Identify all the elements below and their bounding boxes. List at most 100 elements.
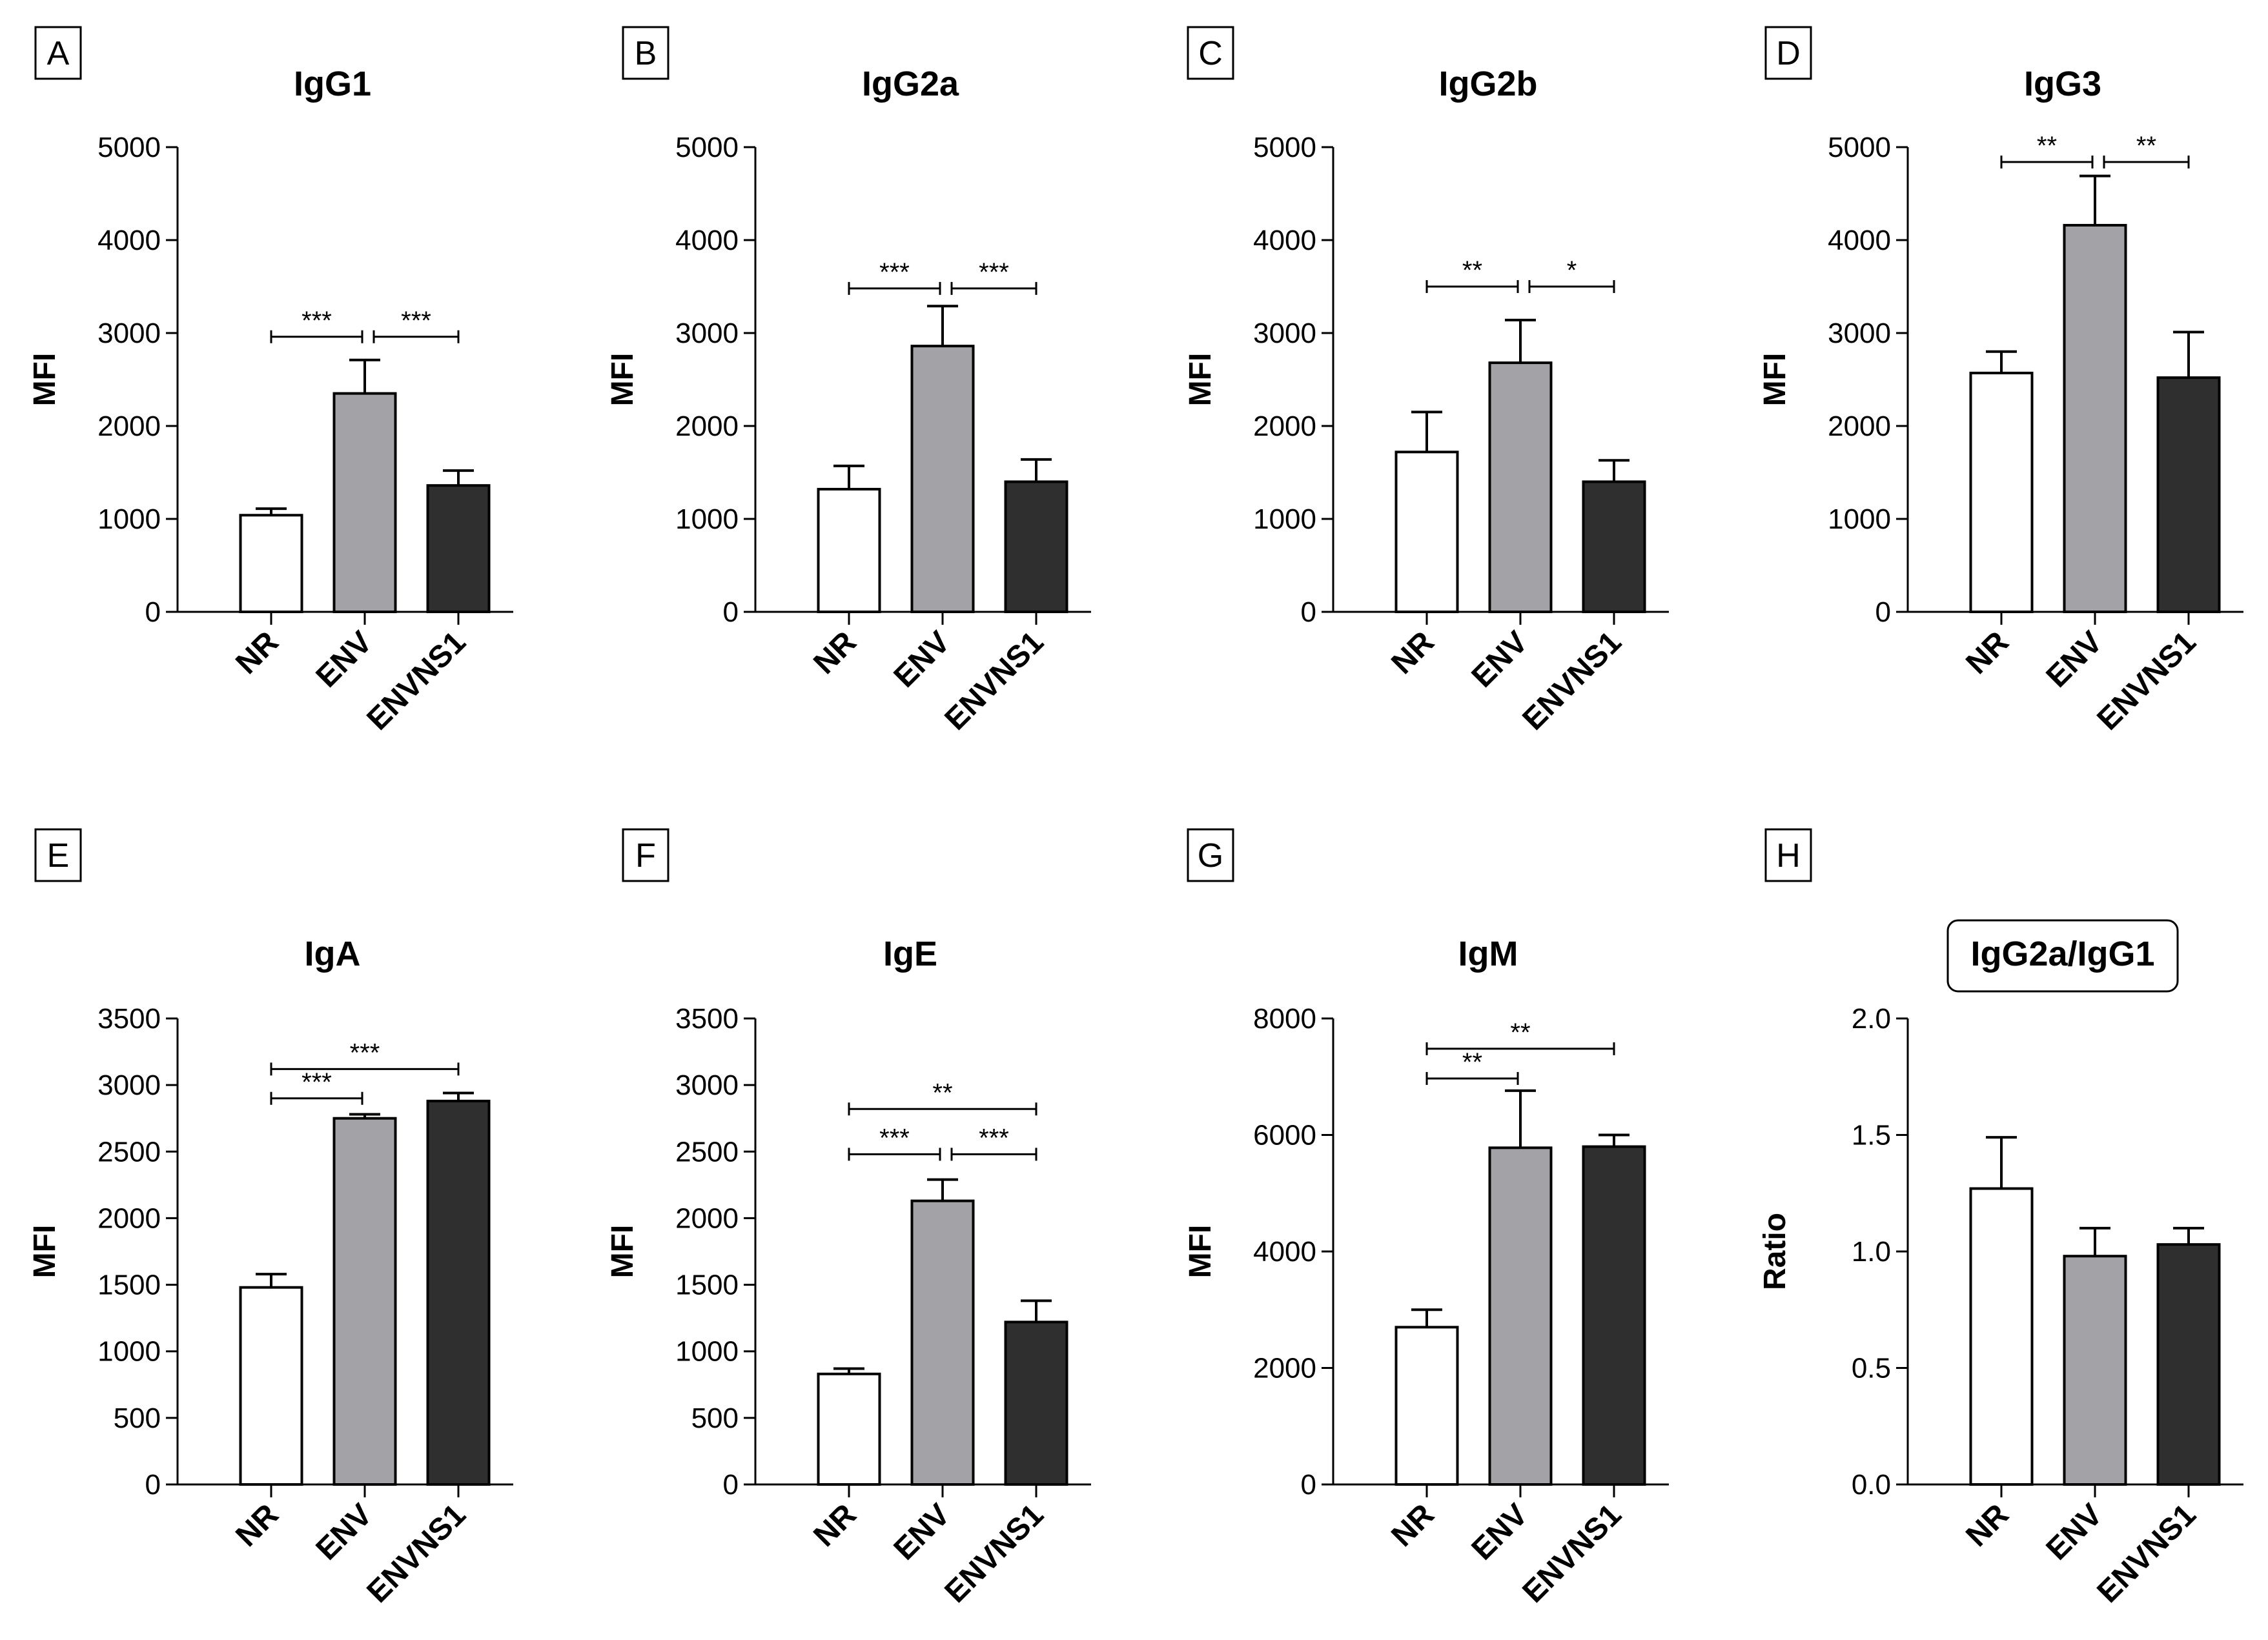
y-tick-label: 1000 [675, 1336, 739, 1368]
bar-nr [1395, 1326, 1459, 1486]
x-tick-label: NR [1959, 625, 2015, 680]
chart-title: IgG2b [1438, 65, 1537, 103]
y-tick-label: 0 [723, 1469, 739, 1501]
x-tick-label: ENV [1466, 1497, 1535, 1566]
y-tick-label: 3500 [97, 1003, 161, 1035]
y-tick-label: 500 [691, 1402, 739, 1434]
bar-envns1 [1004, 480, 1068, 614]
y-tick-label: 8000 [1253, 1003, 1316, 1035]
x-tick-label: ENV [888, 1497, 957, 1566]
y-tick-label: 2000 [1253, 1353, 1316, 1384]
x-tick-label: NR [1385, 1497, 1440, 1553]
x-tick-label: NR [229, 1497, 285, 1553]
panel-D: D IgG3 0 1000 2000 3000 4000 5000 MFI NR ENVENVNS1… [1758, 26, 2243, 737]
chart-title: IgG2a [862, 65, 959, 103]
x-tick-label: ENVNS1 [2090, 1497, 2202, 1609]
bar-envns1 [2156, 1243, 2221, 1486]
y-tick-label: 2500 [675, 1136, 739, 1168]
y-tick-label: 3000 [97, 1069, 161, 1101]
y-tick-label: 2.0 [1852, 1003, 1891, 1035]
y-tick-label: 1500 [675, 1270, 739, 1301]
y-tick-label: 6000 [1253, 1120, 1316, 1151]
y-axis-label: MFI [1183, 1225, 1218, 1279]
y-tick-label: 2500 [97, 1136, 161, 1168]
panel-letter: E [47, 837, 70, 875]
x-tick-label: NR [807, 1497, 863, 1553]
significance-label: ** [932, 1078, 952, 1107]
y-tick-label: 1.5 [1852, 1120, 1891, 1151]
y-tick-label: 2000 [97, 1202, 161, 1234]
panel-letter: C [1198, 35, 1223, 72]
x-tick-label: ENV [1466, 625, 1535, 694]
chart-title: IgA [305, 935, 361, 973]
x-tick-label: ENVNS1 [938, 625, 1050, 736]
y-tick-label: 1000 [1828, 503, 1891, 535]
y-axis-label: Ratio [1758, 1213, 1792, 1290]
significance-label: *** [879, 1124, 910, 1152]
bar-env [2063, 1255, 2127, 1486]
y-tick-label: 500 [114, 1402, 161, 1434]
panel-letter: H [1776, 837, 1801, 875]
y-tick-label: 4000 [1253, 1236, 1316, 1268]
panel-F: F IgE 0 500 1000 1500 2000 2500 3000 3500 MFI NR ENV… [606, 828, 1091, 1610]
panel-letter-box [1764, 828, 1812, 882]
title-box [1946, 919, 2179, 993]
x-tick-label: ENV [2040, 1497, 2109, 1566]
y-tick-label: 2000 [1828, 410, 1891, 442]
bar-env [2063, 223, 2127, 613]
significance-label: ** [1462, 1048, 1482, 1077]
y-tick-label: 2000 [97, 410, 161, 442]
panel-letter: G [1198, 837, 1223, 875]
chart-title: IgE [883, 935, 937, 973]
x-tick-label: ENVNS1 [938, 1497, 1050, 1609]
y-tick-label: 0 [1301, 596, 1316, 628]
x-tick-label: ENVNS1 [1516, 1497, 1628, 1609]
y-tick-label: 0 [723, 596, 739, 628]
y-tick-label: 5000 [1253, 132, 1316, 163]
panel-letter-box [34, 26, 82, 80]
x-tick-label: ENVNS1 [360, 625, 472, 736]
bar-envns1 [1582, 1145, 1646, 1486]
significance-label: ** [1462, 256, 1482, 285]
chart-title: IgM [1458, 935, 1518, 973]
y-tick-label: 2000 [675, 1202, 739, 1234]
x-tick-label: ENV [888, 625, 957, 694]
chart-title: IgG1 [294, 65, 371, 103]
panel-letter: F [635, 837, 656, 875]
panel-C: C IgG2b 0 1000 2000 3000 4000 5000 MFI NR ENVENVNS… [1183, 26, 1669, 737]
y-tick-label: 1000 [97, 503, 161, 535]
bar-nr [817, 1372, 881, 1486]
y-axis-label: MFI [28, 1225, 62, 1279]
x-tick-label: ENV [310, 625, 379, 694]
bar-env [910, 1199, 975, 1486]
y-tick-label: 3500 [675, 1003, 739, 1035]
significance-label: *** [301, 307, 332, 335]
panel-letter: D [1776, 35, 1801, 72]
y-tick-label: 3000 [675, 1069, 739, 1101]
y-tick-label: 4000 [97, 225, 161, 256]
significance-label: *** [879, 258, 910, 287]
x-tick-label: NR [1385, 625, 1440, 680]
y-tick-label: 1.0 [1852, 1236, 1891, 1268]
panel-letter-box [622, 26, 669, 80]
panel-H: H IgG2a/IgG1 0.0 0.5 1.0 1.5 2.0 Ratio NR ENVENVN… [1758, 828, 2243, 1610]
y-tick-label: 3000 [97, 318, 161, 349]
x-tick-label: ENV [310, 1497, 379, 1566]
x-tick-label: ENVNS1 [360, 1497, 472, 1609]
y-tick-label: 4000 [1253, 225, 1316, 256]
x-tick-label: ENV [2040, 625, 2109, 694]
panel-letter-box [1764, 26, 1812, 80]
significance-label: *** [350, 1038, 380, 1067]
x-tick-label: NR [1959, 1497, 2015, 1553]
y-tick-label: 0.5 [1852, 1353, 1891, 1384]
y-tick-label: 0.0 [1852, 1469, 1891, 1501]
y-tick-label: 0 [145, 596, 161, 628]
y-tick-label: 0 [1301, 1469, 1316, 1501]
panel-E: E IgA 0 500 1000 1500 2000 2500 3000 3500 MFI NR ENV… [28, 828, 513, 1610]
y-tick-label: 4000 [675, 225, 739, 256]
y-axis-label: MFI [1183, 353, 1218, 407]
y-tick-label: 0 [145, 1469, 161, 1501]
y-tick-label: 0 [1875, 596, 1891, 628]
